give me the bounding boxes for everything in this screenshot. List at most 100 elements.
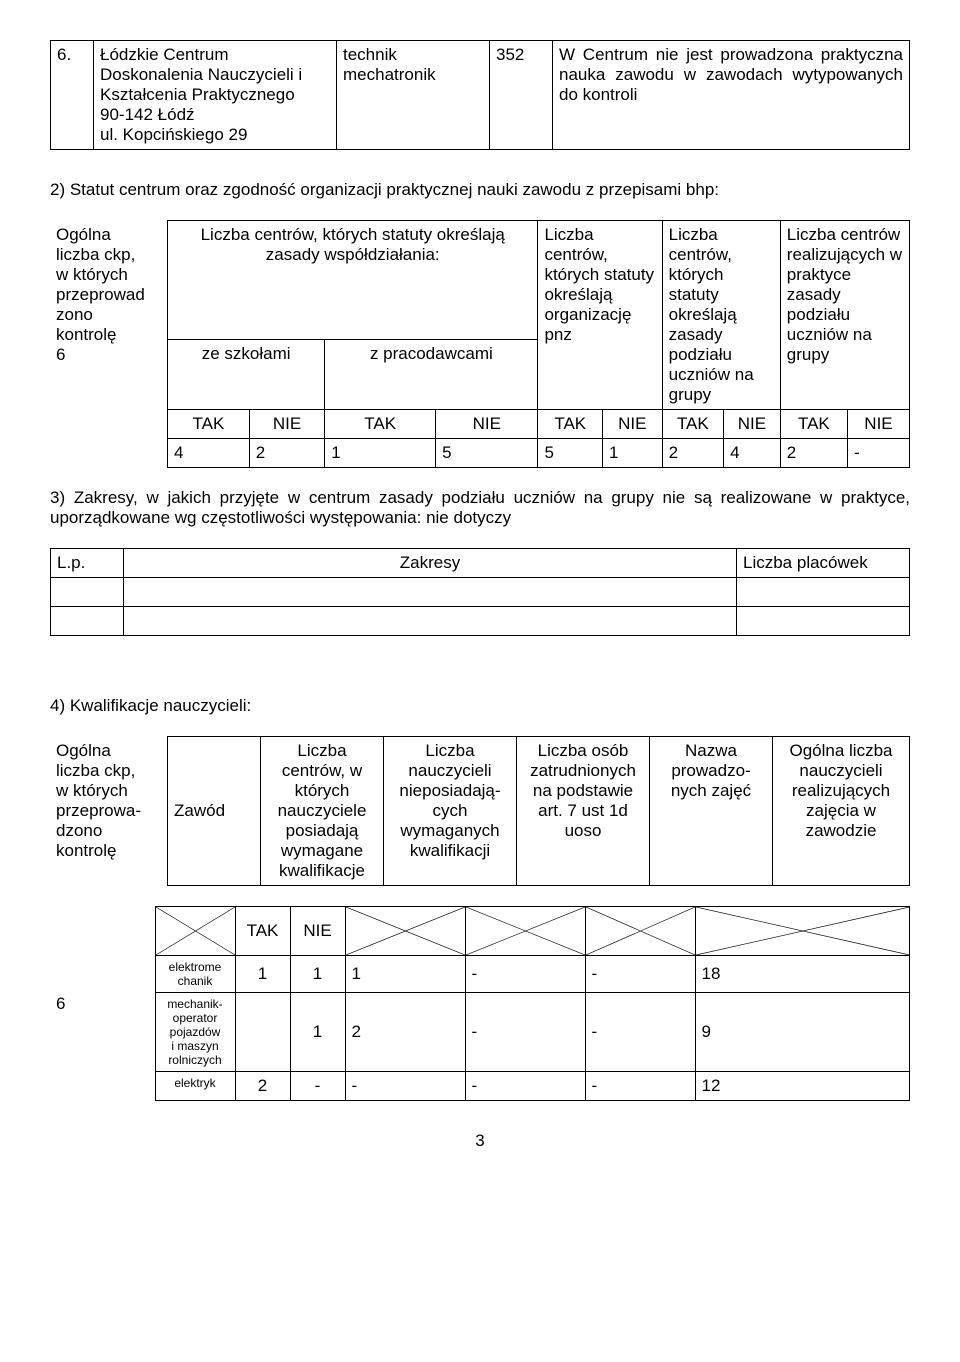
- cell: TAK: [780, 410, 847, 439]
- hdr-e: Liczba centrów realizujących w praktyce …: [780, 221, 909, 410]
- text: W Centrum nie jest prowadzona praktyczna…: [559, 45, 903, 105]
- cell-left: 6: [50, 907, 155, 1101]
- cell: [51, 607, 124, 636]
- table-row: TAK NIE TAK NIE TAK NIE TAK NIE TAK NIE: [50, 410, 910, 439]
- table-top: 6. Łódzkie Centrum Doskonalenia Nauczyci…: [50, 40, 910, 150]
- cell: NIE: [436, 410, 538, 439]
- cell: Ogólna liczba nauczycieli realizujących …: [773, 737, 910, 886]
- table-row: [51, 607, 910, 636]
- cell-num: 6.: [51, 41, 94, 150]
- cell: 1: [603, 439, 663, 468]
- cell: 2: [235, 1072, 290, 1101]
- cell: Liczba osób zatrudnionych na podstawie a…: [517, 737, 650, 886]
- text: w których: [56, 781, 161, 801]
- cell: [737, 578, 910, 607]
- hdr-span: Liczba centrów, których statuty określaj…: [168, 221, 538, 340]
- text: dzono: [56, 821, 161, 841]
- hdr-c: Liczba centrów, których statuty określaj…: [538, 221, 662, 410]
- text: ul. Kopcińskiego 29: [100, 125, 330, 145]
- cross-cell: [345, 907, 465, 956]
- cell: 1: [345, 956, 465, 993]
- cell-place: Łódzkie Centrum Doskonalenia Nauczycieli…: [94, 41, 337, 150]
- cross-cell: [695, 907, 910, 956]
- cell: elektrome chanik: [155, 956, 235, 993]
- cell: [737, 607, 910, 636]
- table-sec3: L.p. Zakresy Liczba placówek: [50, 548, 910, 636]
- cell: -: [585, 993, 695, 1072]
- cell: 5: [436, 439, 538, 468]
- table-row: elektryk 2 - - - - 12: [50, 1072, 910, 1101]
- text: mechatronik: [343, 65, 483, 85]
- text: rolniczych: [162, 1053, 229, 1067]
- text: Łódzkie Centrum Doskonalenia Nauczycieli…: [100, 45, 330, 105]
- cell: [124, 607, 737, 636]
- cell: [51, 578, 124, 607]
- text: technik: [343, 45, 483, 65]
- cell: Zakresy: [124, 549, 737, 578]
- table-sec4-head: Ogólna liczba ckp, w których przeprowa- …: [50, 736, 910, 886]
- table-sec2: Ogólna liczba ckp, w których przeprowad …: [50, 220, 910, 468]
- cell: Zawód: [168, 737, 261, 886]
- cell: 9: [695, 993, 910, 1072]
- hdr-d: Liczba centrów, których statuty określaj…: [662, 221, 780, 410]
- cell: -: [465, 956, 585, 993]
- cell: -: [465, 993, 585, 1072]
- text: operator: [162, 1011, 229, 1025]
- cross-icon: [586, 907, 695, 955]
- table-row: elektrome chanik 1 1 1 - - 18: [50, 956, 910, 993]
- cell: 2: [345, 993, 465, 1072]
- cell-code: 352: [490, 41, 553, 150]
- cell: 1: [325, 439, 436, 468]
- text: 90-142 Łódź: [100, 105, 330, 125]
- cell: Liczba centrów, w których nauczyciele po…: [261, 737, 384, 886]
- text: 6: [56, 345, 161, 365]
- table-row: mechanik- operator pojazdów i maszyn rol…: [50, 993, 910, 1072]
- cell: 1: [290, 993, 345, 1072]
- cell: TAK: [168, 410, 250, 439]
- text: Ogólna: [56, 741, 161, 761]
- cell: mechanik- operator pojazdów i maszyn rol…: [155, 993, 235, 1072]
- text: przeprowa-: [56, 801, 161, 821]
- cell: 2: [249, 439, 324, 468]
- cell-left: Ogólna liczba ckp, w których przeprowad …: [50, 221, 168, 468]
- cell-zawod: technik mechatronik: [337, 41, 490, 150]
- cell: NIE: [249, 410, 324, 439]
- table-row: 4 2 1 5 5 1 2 4 2 -: [50, 439, 910, 468]
- cell: 1: [290, 956, 345, 993]
- cross-cell: [155, 907, 235, 956]
- text: elektrome: [162, 960, 229, 974]
- table-row: Ogólna liczba ckp, w których przeprowad …: [50, 221, 910, 340]
- cell: 2: [662, 439, 723, 468]
- cell: 5: [538, 439, 603, 468]
- table-row: Ogólna liczba ckp, w których przeprowa- …: [50, 737, 910, 886]
- text: Ogólna: [56, 225, 161, 245]
- page-number: 3: [50, 1131, 910, 1151]
- text: zono: [56, 305, 161, 325]
- section4-title: 4) Kwalifikacje nauczycieli:: [50, 696, 910, 716]
- cross-icon: [466, 907, 585, 955]
- cell: TAK: [662, 410, 723, 439]
- text: mechanik-: [162, 997, 229, 1011]
- cell: [124, 578, 737, 607]
- cell: NIE: [847, 410, 909, 439]
- cell: -: [345, 1072, 465, 1101]
- cell: TAK: [235, 907, 290, 956]
- text: liczba ckp,: [56, 245, 161, 265]
- cell: -: [585, 1072, 695, 1101]
- table-row: [51, 578, 910, 607]
- sub-zp: z pracodawcami: [325, 339, 538, 409]
- text: liczba ckp,: [56, 761, 161, 781]
- text: przeprowad: [56, 285, 161, 305]
- cell: 4: [168, 439, 250, 468]
- cross-icon: [156, 907, 235, 955]
- cell: L.p.: [51, 549, 124, 578]
- cell: Nazwa prowadzo-nych zajęć: [650, 737, 773, 886]
- cell: -: [290, 1072, 345, 1101]
- table-row: L.p. Zakresy Liczba placówek: [51, 549, 910, 578]
- text: w których: [56, 265, 161, 285]
- cell: Liczba nauczycieli nieposiadają-cych wym…: [384, 737, 517, 886]
- text: chanik: [162, 974, 229, 988]
- cross-icon: [346, 907, 465, 955]
- table-row: 6. Łódzkie Centrum Doskonalenia Nauczyci…: [51, 41, 910, 150]
- cell: 4: [724, 439, 781, 468]
